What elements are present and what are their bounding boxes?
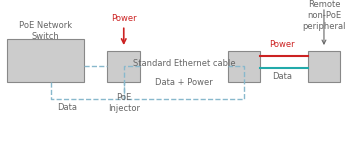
Bar bbox=[228, 51, 260, 82]
Text: PoE
Injector: PoE Injector bbox=[108, 93, 140, 113]
Text: Power: Power bbox=[269, 40, 295, 49]
Text: Power: Power bbox=[111, 14, 136, 23]
Bar bbox=[107, 51, 140, 82]
Text: Data: Data bbox=[58, 103, 77, 112]
Text: Data + Power: Data + Power bbox=[155, 78, 213, 87]
Text: PoE Network
Switch: PoE Network Switch bbox=[19, 21, 72, 41]
Text: Data: Data bbox=[272, 72, 292, 81]
Text: Remote
non-PoE
peripheral: Remote non-PoE peripheral bbox=[302, 0, 346, 31]
Text: Standard Ethernet cable: Standard Ethernet cable bbox=[132, 59, 235, 68]
Bar bbox=[7, 39, 84, 82]
Bar bbox=[308, 51, 340, 82]
